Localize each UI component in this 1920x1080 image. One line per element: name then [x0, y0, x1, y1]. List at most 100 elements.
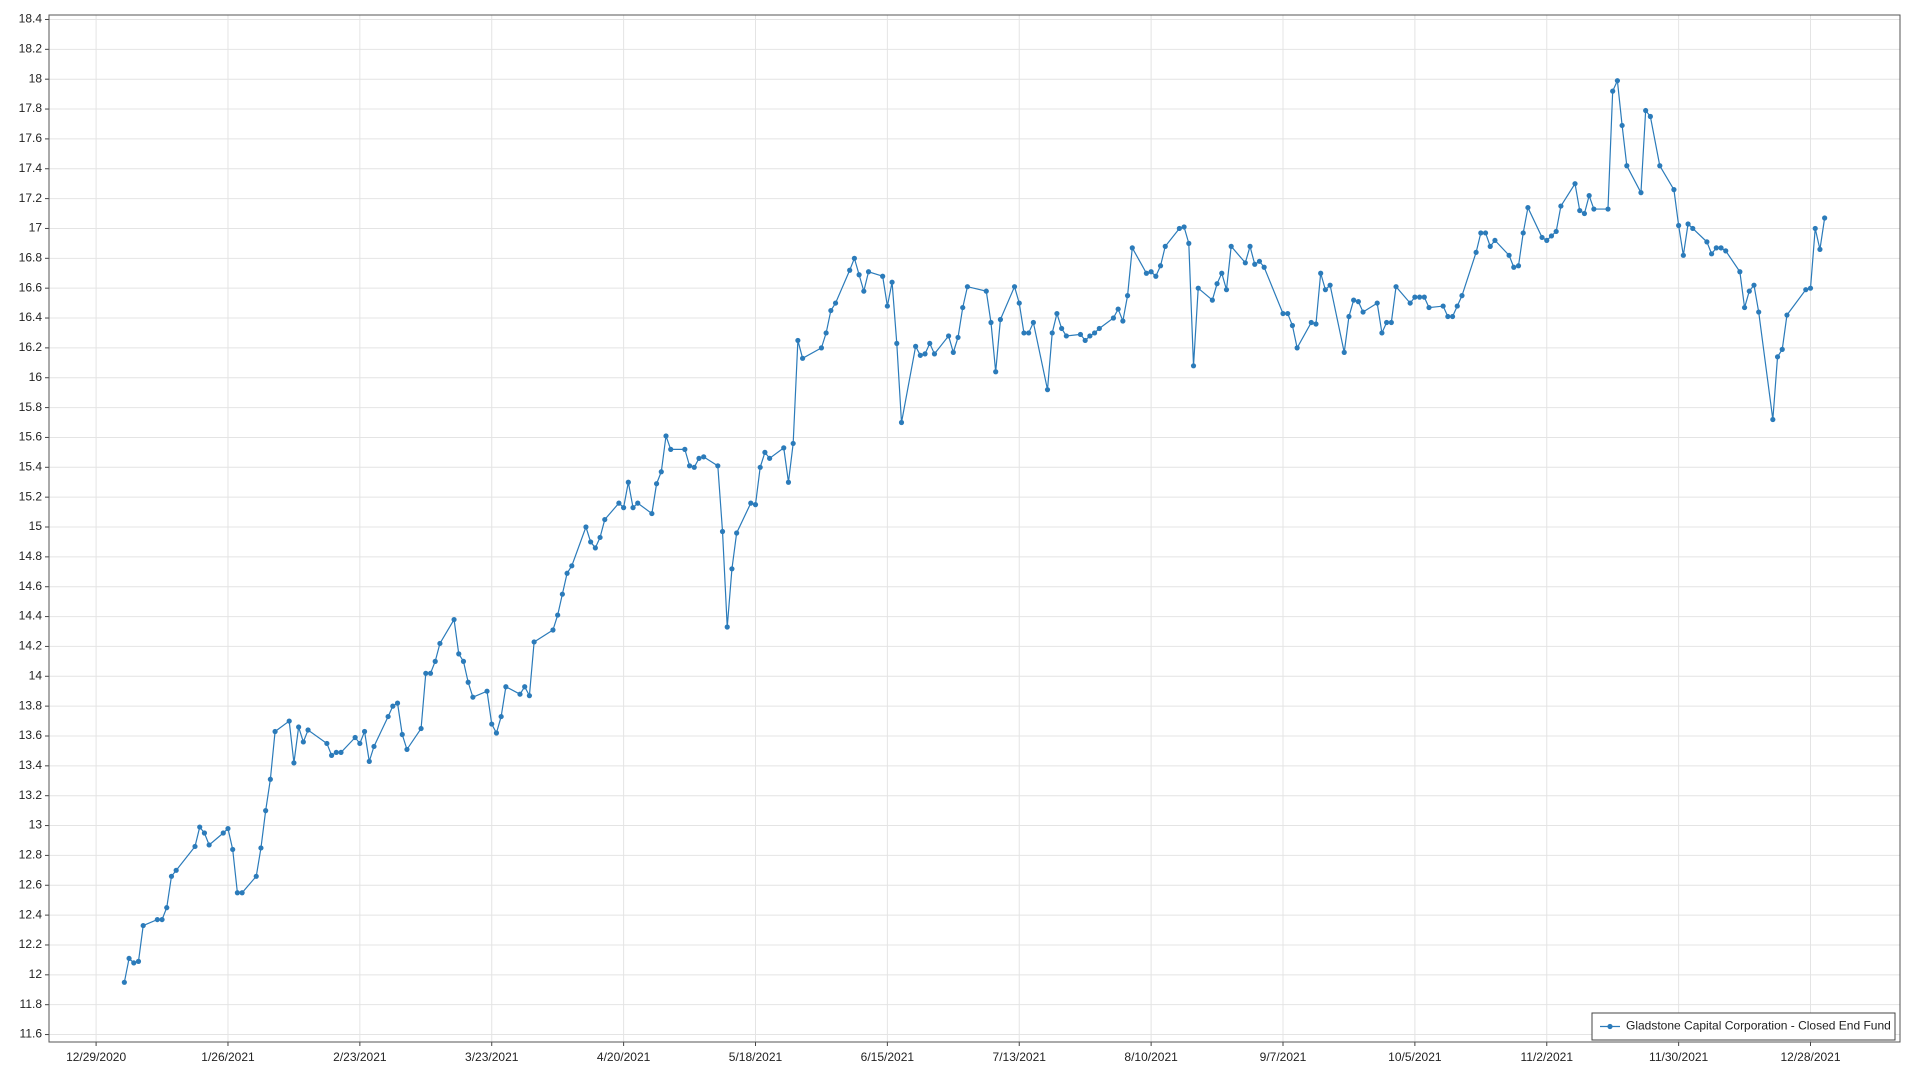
y-tick-label: 17	[29, 221, 43, 235]
data-point	[465, 679, 471, 685]
data-point	[1511, 264, 1517, 270]
x-tick-label: 11/2/2021	[1521, 1050, 1574, 1064]
data-point	[1289, 322, 1296, 329]
data-point	[1021, 330, 1027, 336]
data-point	[1214, 281, 1220, 287]
y-tick-label: 14.6	[19, 579, 43, 593]
data-point	[489, 721, 495, 727]
data-point	[790, 440, 796, 447]
data-point	[1473, 249, 1479, 255]
data-point	[1351, 297, 1357, 303]
data-point	[1539, 234, 1545, 241]
data-point	[1817, 246, 1823, 252]
data-point	[1247, 243, 1253, 249]
data-point	[653, 481, 660, 487]
data-point	[1044, 387, 1051, 393]
y-tick-label: 14.8	[19, 549, 43, 563]
data-point	[1492, 237, 1498, 244]
y-tick-label: 14.2	[19, 639, 43, 653]
y-tick-label: 14.4	[19, 609, 43, 623]
data-point	[206, 842, 212, 848]
data-point	[583, 524, 589, 530]
data-point	[390, 703, 396, 709]
y-tick-label: 13.8	[19, 698, 43, 712]
data-point	[357, 740, 363, 747]
data-point	[1515, 263, 1522, 269]
data-point	[423, 670, 429, 676]
data-point	[927, 340, 933, 347]
data-point	[1129, 245, 1135, 251]
data-point	[234, 890, 240, 896]
data-point	[1322, 287, 1328, 293]
y-tick-label: 16.4	[19, 310, 43, 324]
data-point	[1544, 237, 1550, 244]
data-point	[762, 449, 768, 455]
y-tick-label: 18.4	[19, 12, 43, 26]
data-point	[1421, 294, 1427, 300]
data-point	[1308, 319, 1314, 326]
data-point	[1157, 263, 1164, 269]
data-point	[1059, 325, 1065, 332]
data-point	[456, 651, 462, 657]
data-point	[1746, 288, 1752, 294]
data-point	[272, 728, 278, 735]
data-point	[898, 419, 905, 426]
data-point	[818, 345, 825, 351]
data-point	[1520, 230, 1526, 236]
data-point	[748, 500, 754, 506]
data-point	[1822, 215, 1828, 221]
data-point	[1737, 269, 1743, 275]
data-point	[1162, 243, 1168, 249]
x-tick-label: 11/30/2021	[1649, 1050, 1708, 1064]
data-point	[140, 922, 146, 929]
data-point	[267, 776, 273, 782]
data-point	[823, 330, 829, 336]
data-point	[1454, 303, 1460, 309]
data-point	[701, 454, 707, 460]
data-point	[1577, 207, 1583, 214]
data-point	[173, 867, 179, 873]
data-point	[1124, 293, 1131, 299]
y-tick-label: 17.2	[19, 191, 43, 205]
data-point	[1148, 269, 1154, 275]
data-point	[1548, 233, 1555, 239]
data-point	[781, 445, 787, 451]
data-point	[1572, 181, 1578, 187]
x-tick-label: 9/7/2021	[1260, 1050, 1307, 1064]
data-point	[1092, 330, 1098, 336]
x-tick-label: 10/5/2021	[1388, 1050, 1442, 1064]
data-point	[503, 684, 509, 690]
y-tick-label: 13	[29, 818, 43, 832]
data-point	[1153, 273, 1159, 279]
data-point	[1026, 330, 1032, 336]
data-point	[1181, 224, 1187, 230]
y-tick-label: 13.6	[19, 728, 43, 742]
y-tick-label: 15.6	[19, 430, 43, 444]
data-point	[931, 351, 938, 357]
data-point	[1242, 260, 1248, 266]
data-point	[569, 563, 575, 569]
data-point	[1063, 333, 1069, 339]
data-point	[1445, 313, 1451, 320]
data-point	[517, 691, 523, 697]
data-point	[889, 279, 895, 285]
data-point	[1756, 309, 1762, 315]
data-point	[1313, 321, 1319, 327]
data-point	[484, 688, 490, 694]
data-point	[432, 658, 438, 664]
y-tick-label: 15.8	[19, 400, 43, 414]
y-tick-label: 11.8	[20, 997, 43, 1011]
data-point	[1581, 210, 1588, 217]
data-point	[1751, 282, 1757, 288]
data-point	[192, 843, 198, 850]
data-point	[724, 624, 730, 630]
data-point	[663, 433, 669, 439]
data-point	[1812, 225, 1818, 232]
data-point	[588, 539, 594, 545]
data-point	[1379, 330, 1385, 336]
data-point	[1784, 312, 1790, 318]
data-point	[1478, 230, 1484, 236]
data-point	[1195, 285, 1201, 291]
data-point	[658, 469, 664, 475]
